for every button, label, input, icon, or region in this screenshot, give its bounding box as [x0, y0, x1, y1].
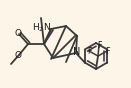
Text: N: N [73, 47, 81, 57]
Text: H$_2$N: H$_2$N [32, 21, 50, 34]
Text: O: O [15, 51, 21, 59]
Text: F: F [105, 46, 109, 56]
Text: O: O [15, 29, 21, 37]
Text: F: F [97, 40, 101, 49]
Text: F: F [87, 46, 91, 56]
